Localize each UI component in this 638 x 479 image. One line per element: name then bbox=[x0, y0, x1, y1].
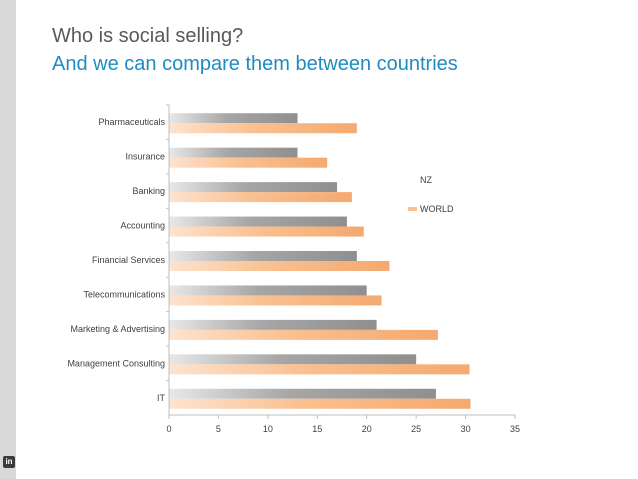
bar-world bbox=[169, 226, 364, 237]
bar-world bbox=[169, 364, 470, 375]
x-tick-label: 20 bbox=[362, 424, 372, 434]
bar-world bbox=[169, 123, 357, 134]
bar-world bbox=[169, 261, 390, 271]
x-tick-label: 5 bbox=[216, 424, 221, 434]
bar-world bbox=[169, 295, 382, 306]
category-label: Financial Services bbox=[92, 255, 166, 265]
bar-nz bbox=[169, 388, 436, 399]
category-label: Pharmaceuticals bbox=[98, 117, 165, 127]
legend-label-world: WORLD bbox=[420, 204, 454, 214]
bar-nz bbox=[169, 251, 357, 261]
category-label: Accounting bbox=[120, 221, 165, 231]
legend: NZ WORLD bbox=[408, 175, 454, 214]
bars-group bbox=[169, 113, 471, 409]
x-tick-label: 25 bbox=[411, 424, 421, 434]
bar-world bbox=[169, 329, 438, 340]
bar-world bbox=[169, 398, 471, 409]
category-label: Marketing & Advertising bbox=[70, 324, 165, 334]
bar-world bbox=[169, 192, 352, 203]
x-tick-label: 35 bbox=[510, 424, 520, 434]
x-tick-label: 15 bbox=[312, 424, 322, 434]
left-sidebar-strip bbox=[0, 0, 16, 479]
x-tick-label: 10 bbox=[263, 424, 273, 434]
category-labels: Pharmaceuticals Insurance Banking Accountin… bbox=[67, 117, 165, 403]
bar-world bbox=[169, 157, 328, 168]
category-label: IT bbox=[157, 393, 166, 403]
bar-nz bbox=[169, 354, 417, 365]
bar-nz bbox=[169, 285, 367, 296]
bar-nz bbox=[169, 216, 347, 227]
bar-nz bbox=[169, 319, 377, 330]
x-tick-label: 30 bbox=[461, 424, 471, 434]
legend-swatch-nz bbox=[408, 178, 417, 182]
bar-nz bbox=[169, 182, 338, 193]
legend-label-nz: NZ bbox=[420, 175, 432, 185]
bar-nz bbox=[169, 113, 298, 124]
x-axis-ticks: 0 5 10 15 20 25 30 35 bbox=[166, 104, 520, 434]
legend-swatch-world bbox=[408, 207, 417, 211]
bar-nz bbox=[169, 147, 298, 158]
category-label: Banking bbox=[132, 186, 165, 196]
x-tick-label: 0 bbox=[166, 424, 171, 434]
slide-title: Who is social selling? bbox=[52, 25, 244, 47]
slide-subtitle: And we can compare them between countrie… bbox=[52, 53, 458, 75]
category-label: Management Consulting bbox=[67, 358, 165, 368]
category-label: Insurance bbox=[125, 152, 165, 162]
category-label: Telecommunications bbox=[83, 289, 165, 299]
linkedin-icon: in bbox=[3, 456, 15, 468]
